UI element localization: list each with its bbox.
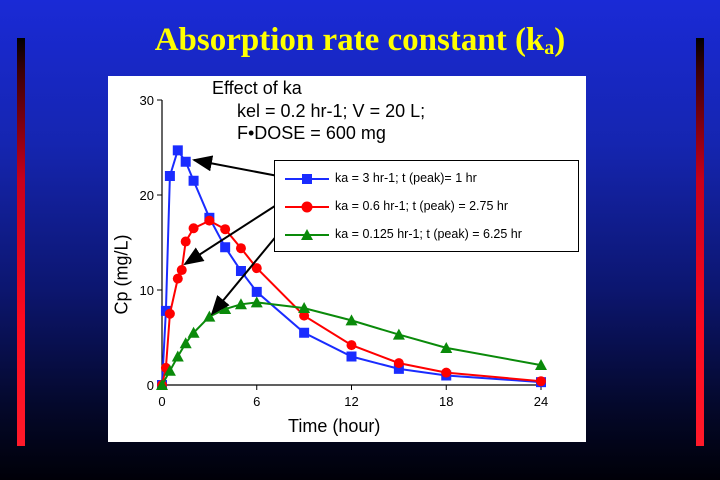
data-point-triangle <box>203 310 216 322</box>
legend-marker-square <box>285 174 329 184</box>
data-point-triangle <box>345 314 358 326</box>
pointer-arrow-2 <box>183 203 279 266</box>
legend-item-3: ka = 0.125 hr-1; t (peak) = 6.25 hr <box>275 223 578 247</box>
chart-panel: 0 10 20 30 0 6 12 18 24 Effect of ka kel = 0.2 h… <box>108 76 586 442</box>
data-point-square <box>180 156 191 167</box>
data-point-triangle <box>440 341 453 353</box>
legend-label-2: ka = 0.6 hr-1; t (peak) = 2.75 hr <box>335 199 509 213</box>
slide-title-close: ) <box>554 22 566 58</box>
data-point-triangle <box>163 364 176 376</box>
data-point-triangle <box>171 350 184 362</box>
chart-note-1: Effect of ka <box>212 78 302 98</box>
data-point-square <box>299 327 310 338</box>
data-point-triangle <box>187 326 200 338</box>
x-tick-label: 24 <box>534 394 548 409</box>
y-tick-label: 10 <box>140 283 154 298</box>
data-point-square <box>346 351 357 362</box>
y-tick-label: 20 <box>140 188 154 203</box>
chart-note-2: kel = 0.2 hr-1; V = 20 L; <box>237 101 426 121</box>
data-point-triangle <box>156 379 168 390</box>
chart-legend: ka = 3 hr-1; t (peak)= 1 hr ka = 0.6 hr-… <box>274 160 579 252</box>
legend-item-2: ka = 0.6 hr-1; t (peak) = 2.75 hr <box>275 195 578 219</box>
y-axis-label: Cp (mg/L) <box>111 234 132 315</box>
data-point-square <box>164 171 175 181</box>
data-point-circle <box>235 243 246 254</box>
data-point-circle <box>204 215 215 226</box>
left-accent-bar <box>17 38 25 446</box>
data-point-triangle <box>535 359 547 371</box>
chart-note-3: F•DOSE = 600 mg <box>237 123 386 143</box>
y-tick-label: 30 <box>140 93 154 108</box>
x-axis-label: Time (hour) <box>288 416 381 436</box>
x-tick-label: 12 <box>344 394 358 409</box>
series-line-2 <box>161 219 542 386</box>
legend-marker-circle <box>285 201 329 213</box>
x-tick-label: 6 <box>253 394 260 409</box>
data-point-circle <box>176 265 187 276</box>
right-accent-bar <box>696 38 704 446</box>
data-point-square <box>220 242 231 253</box>
data-point-square <box>235 266 246 276</box>
data-point-triangle <box>234 298 247 310</box>
legend-label-3: ka = 0.125 hr-1; t (peak) = 6.25 hr <box>335 227 522 241</box>
data-point-circle <box>251 263 262 274</box>
legend-item-1: ka = 3 hr-1; t (peak)= 1 hr <box>275 167 578 191</box>
pointer-arrow-3 <box>210 233 279 316</box>
data-point-circle <box>188 223 199 234</box>
data-point-square <box>251 286 262 297</box>
data-point-triangle <box>392 328 405 340</box>
data-point-circle <box>164 308 175 319</box>
pointer-arrow-1 <box>192 155 279 177</box>
data-point-circle <box>441 367 452 378</box>
y-tick-label: 0 <box>147 378 154 393</box>
data-point-circle <box>346 340 357 351</box>
legend-label-1: ka = 3 hr-1; t (peak)= 1 hr <box>335 171 477 185</box>
data-point-circle <box>536 376 546 387</box>
data-point-triangle <box>250 296 263 308</box>
data-point-square <box>188 175 199 186</box>
chart-svg: 0 10 20 30 0 6 12 18 24 <box>140 93 549 409</box>
data-point-triangle <box>298 302 311 314</box>
data-point-triangle <box>179 337 192 349</box>
slide-title-subscript: a <box>544 37 555 59</box>
legend-marker-triangle <box>285 229 329 240</box>
data-point-circle <box>299 310 310 321</box>
data-point-circle <box>393 358 404 369</box>
data-point-circle <box>172 273 183 284</box>
x-tick-label: 18 <box>439 394 453 409</box>
slide-title: Absorption rate constant (ka) <box>0 22 720 60</box>
data-point-square <box>393 363 404 374</box>
x-tick-label: 0 <box>158 394 165 409</box>
slide-title-text: Absorption rate constant (k <box>154 22 545 58</box>
data-point-square <box>172 145 183 156</box>
data-point-circle <box>220 224 231 235</box>
data-point-circle <box>180 236 191 247</box>
